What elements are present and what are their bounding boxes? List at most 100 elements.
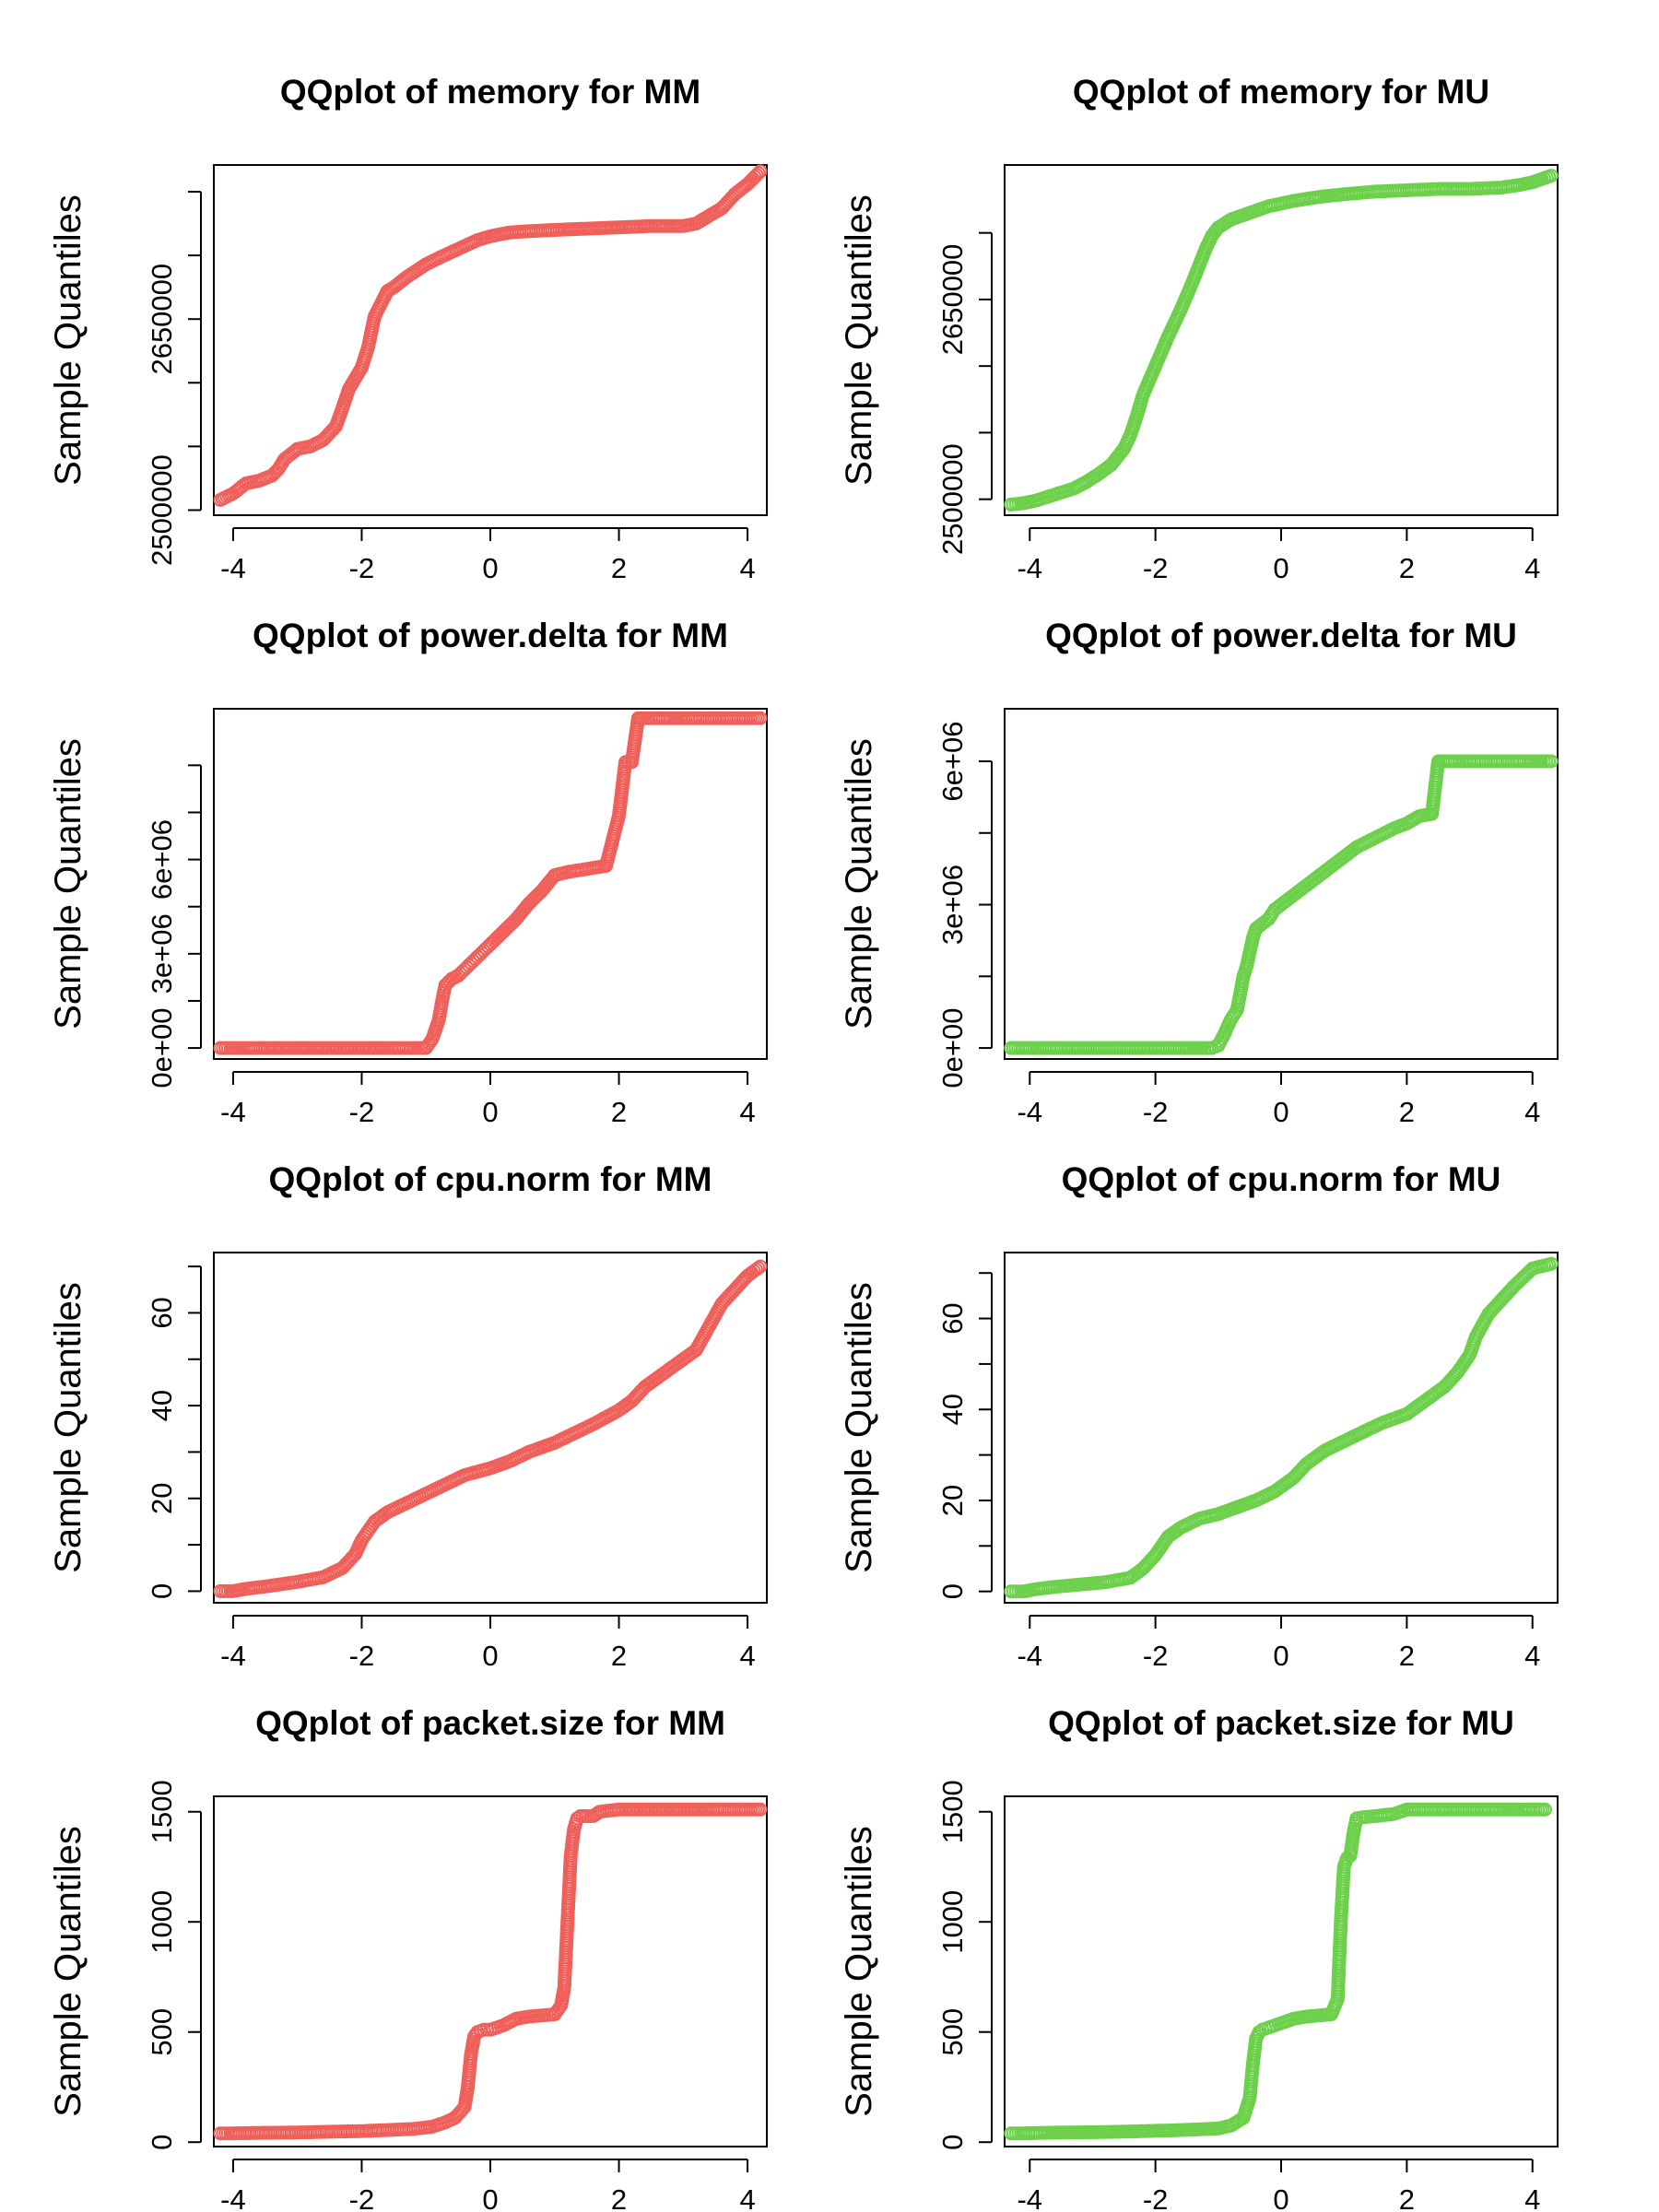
qq-point	[1098, 1575, 1112, 1590]
x-tick-label: -4	[220, 552, 246, 584]
y-tick-label: 500	[936, 2008, 969, 2056]
x-tick-label: -2	[349, 1096, 375, 1128]
qq-point	[547, 223, 562, 237]
qq-point	[1450, 1366, 1465, 1381]
qq-point	[1242, 945, 1257, 959]
qq-point	[1274, 898, 1288, 912]
qq-point	[612, 808, 626, 823]
qq-point	[727, 187, 742, 202]
qq-point	[277, 2125, 292, 2140]
qq-point	[239, 477, 253, 490]
qq-point	[570, 1811, 584, 1826]
plot-frame	[213, 1795, 768, 2147]
plot-frame	[1004, 1252, 1559, 1604]
qq-point	[593, 1805, 607, 1819]
y-tick-label: 60	[146, 1297, 178, 1328]
series-0	[213, 1802, 768, 2141]
qq-point	[1463, 182, 1477, 196]
chart-title: QQplot of power.delta for MU	[1045, 617, 1517, 654]
qq-point	[470, 233, 485, 247]
qq-point	[1148, 1041, 1163, 1055]
x-tick-label: 0	[482, 1640, 498, 1672]
series-0	[213, 711, 768, 1055]
qq-point	[1519, 1802, 1534, 1817]
qq-point	[1287, 2011, 1301, 2026]
qq-point	[1468, 1329, 1483, 1344]
x-tick-label: -4	[1017, 1096, 1042, 1128]
qq-point	[1135, 1561, 1150, 1576]
series-0	[1004, 169, 1559, 512]
qq-point	[1218, 1027, 1232, 1041]
qq-point	[1255, 2022, 1269, 2037]
qq-point	[625, 755, 639, 770]
qq-point	[355, 1533, 369, 1547]
qq-point	[271, 462, 286, 477]
qq-point	[1017, 2126, 1030, 2141]
qq-point	[1230, 1500, 1244, 1514]
qq-point	[1261, 199, 1276, 214]
qq-point	[1481, 1307, 1496, 1322]
qq-point	[753, 1802, 768, 1817]
qq-point	[399, 270, 414, 285]
plot-frame	[213, 708, 768, 1060]
qq-point	[612, 1802, 626, 1817]
y-axis-label: Sample Quantiles	[48, 1282, 88, 1573]
y-tick-label: 0	[146, 1583, 178, 1599]
qq-point	[1336, 850, 1351, 865]
qq-point	[1236, 969, 1251, 983]
y-tick-label: 0e+00	[936, 1008, 969, 1088]
qq-point	[554, 1998, 569, 2013]
qq-point	[1494, 1802, 1509, 1817]
series-0	[213, 164, 768, 507]
x-tick-label: -2	[1143, 1640, 1169, 1672]
qq-point	[1066, 481, 1081, 496]
plot-frame	[213, 1252, 768, 1604]
qq-point	[1437, 1380, 1452, 1394]
qq-point	[342, 382, 356, 396]
qq-point	[1186, 274, 1200, 288]
qq-point	[1135, 2124, 1150, 2138]
qq-point	[1211, 2121, 1226, 2136]
qq-point	[1236, 2111, 1251, 2125]
qq-point	[753, 711, 768, 725]
qq-point	[522, 224, 536, 239]
y-tick-label: 0	[936, 1583, 969, 1599]
qq-point	[1041, 489, 1056, 504]
plot-frame	[1004, 708, 1559, 1060]
qq-point	[1245, 2058, 1260, 2073]
y-tick-label: 2500000	[936, 443, 969, 555]
qq-point	[701, 208, 716, 223]
qq-point	[1186, 2123, 1200, 2137]
qq-point	[435, 994, 450, 1008]
qq-point	[438, 1477, 453, 1492]
x-tick-label: 2	[1399, 552, 1415, 584]
qq-point	[457, 2100, 472, 2114]
qq-point	[477, 2022, 491, 2037]
qq-point	[1091, 466, 1106, 481]
y-tick-label: 1000	[936, 1890, 969, 1954]
qq-point	[1399, 1406, 1414, 1421]
qq-point	[1240, 959, 1253, 974]
qq-point	[464, 2047, 478, 2062]
chart-panel-4: QQplot of cpu.norm for MM Sample Quantile…	[48, 1160, 768, 1672]
qq-point	[335, 401, 349, 416]
qq-point	[1048, 1580, 1062, 1594]
qq-point	[258, 1579, 273, 1594]
qq-point	[1205, 1041, 1219, 1055]
qq-point	[522, 896, 536, 911]
x-tick-label: 0	[1273, 2183, 1288, 2212]
qq-point	[483, 229, 498, 243]
qq-point	[612, 1403, 626, 1418]
qq-point	[1242, 206, 1257, 220]
x-tick-label: 2	[1399, 1640, 1415, 1672]
y-tick-label: 60	[936, 1302, 969, 1334]
qq-point	[1017, 496, 1030, 511]
qq-point	[522, 1444, 536, 1459]
qq-point	[1519, 754, 1534, 769]
series-0	[1004, 1256, 1559, 1599]
y-tick-label: 20	[936, 1485, 969, 1516]
qq-point	[650, 1371, 665, 1385]
qq-point	[239, 1582, 253, 1596]
qq-point	[329, 2124, 344, 2139]
qq-point	[461, 2080, 476, 2094]
